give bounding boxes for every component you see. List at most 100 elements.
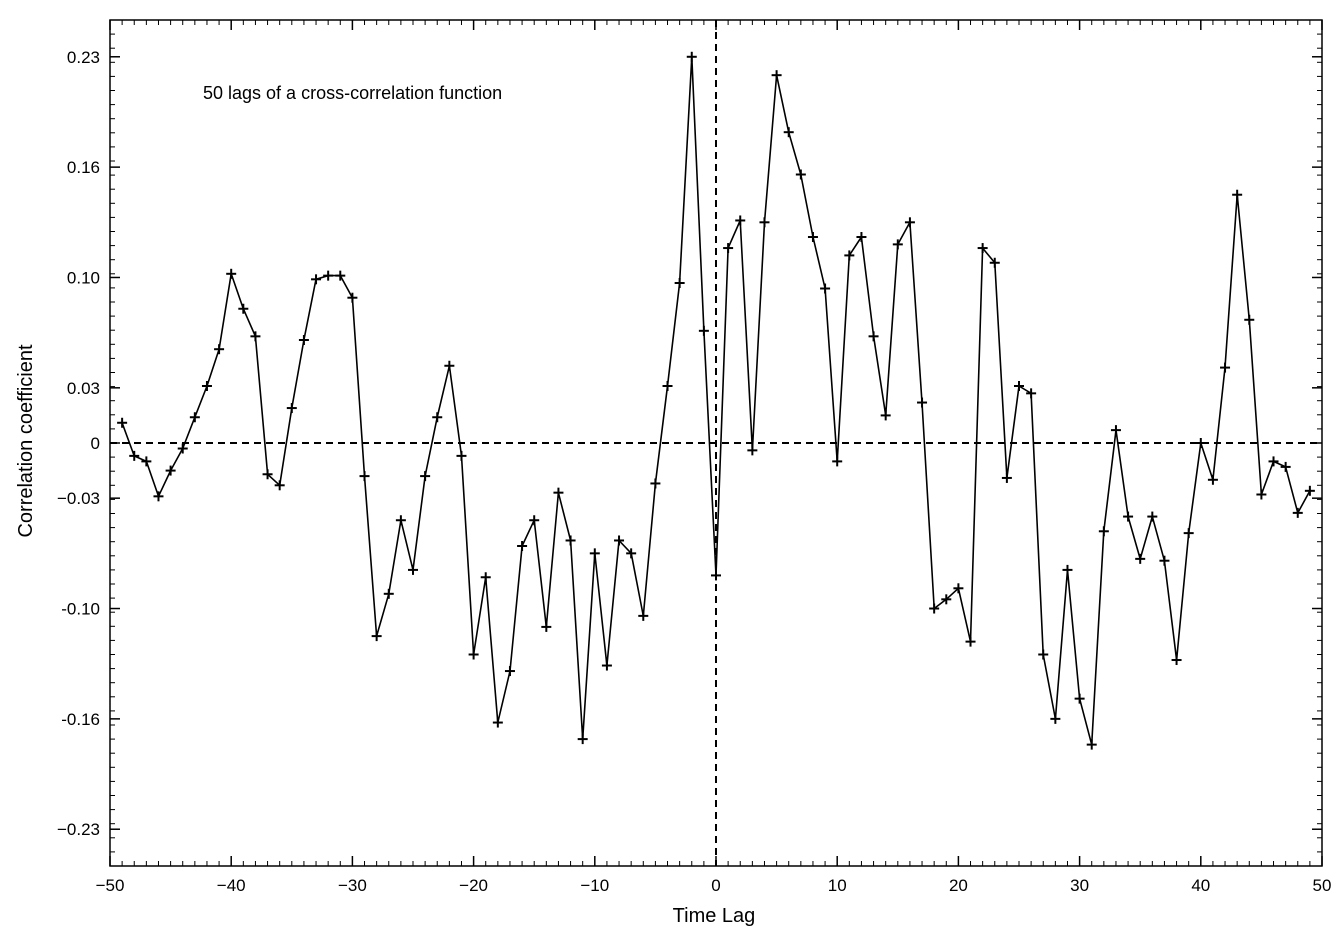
x-tick-label: −20 [459,876,488,895]
data-point [650,478,661,489]
data-point [820,283,831,294]
x-tick-label: −30 [338,876,367,895]
y-tick-label: −0.03 [57,489,100,508]
data-point [529,515,540,526]
data-point [1268,456,1279,467]
data-point [614,535,625,546]
data-point [747,445,758,456]
data-point [1292,507,1303,518]
data-point [541,621,552,632]
x-tick-label: 10 [828,876,847,895]
data-point [1171,655,1182,666]
data-point [989,257,1000,268]
data-point [965,636,976,647]
data-point [941,594,952,605]
data-point [359,471,370,482]
data-point [1280,461,1291,472]
data-point [286,403,297,414]
data-point [783,127,794,138]
data-point [844,250,855,261]
x-tick-label: 30 [1070,876,1089,895]
data-point [1038,649,1049,660]
data-point [917,397,928,408]
x-axis-ticks: −50 −40 −30 −20 −10 0 10 20 30 40 50 [96,20,1332,895]
data-point [189,412,200,423]
data-point [432,412,443,423]
data-point [1232,189,1243,200]
data-point [1086,739,1097,750]
data-point [480,572,491,583]
x-tick-label: 20 [949,876,968,895]
series-line [121,55,1311,746]
data-point [1207,474,1218,485]
data-point [1304,485,1315,496]
data-point [1123,511,1134,522]
data-point [298,335,309,346]
data-point [904,217,915,228]
data-point [1001,472,1012,483]
data-point [832,456,843,467]
data-point [1110,425,1121,436]
x-tick-label: 0 [711,876,720,895]
data-point [686,51,697,62]
data-point [711,570,721,581]
data-point [311,274,322,285]
data-point [953,583,964,594]
data-point [1244,314,1255,325]
data-point [674,277,685,288]
x-tick-label: −50 [96,876,125,895]
y-axis-ticks: 0.23 0.16 0.10 0.03 0 −0.03 -0.10 -0.16 −0.23 [57,19,1322,867]
x-tick-label: −40 [217,876,246,895]
data-point [723,243,734,254]
data-point [1195,438,1206,448]
data-point [335,270,346,281]
y-tick-label: 0.16 [67,158,100,177]
data-point [274,480,285,491]
data-point [795,169,806,180]
data-point [626,548,637,559]
data-point [250,331,261,342]
data-point [214,344,225,355]
data-point [977,243,988,254]
x-axis-title: Time Lag [673,905,756,927]
y-axis-title: Correlation coefficient [15,344,37,538]
data-point [892,239,903,250]
data-point [565,535,576,546]
data-point [1014,380,1024,391]
data-point [929,603,940,614]
data-point [868,331,879,342]
data-point [589,548,600,559]
data-point [662,380,673,391]
y-tick-label: -0.10 [61,600,100,619]
data-point [371,631,382,642]
data-point [238,303,249,314]
data-point [1026,388,1037,399]
data-point [1050,713,1061,724]
reference-lines [110,20,1322,866]
data-point [807,232,818,243]
data-point [856,232,867,243]
data-point [129,450,140,461]
data-point [408,564,418,575]
y-tick-label: 0.03 [67,379,100,398]
data-point [735,215,746,226]
data-point [468,649,479,660]
data-point [880,410,891,421]
data-point [1098,526,1109,537]
data-point [1147,511,1158,522]
data-point [1062,564,1073,575]
data-point [201,380,212,391]
y-tick-label: -0.16 [61,710,100,729]
data-point [117,417,128,428]
series-layer [117,51,1315,750]
data-point [638,610,649,621]
data-point [323,270,334,281]
y-tick-label: 0 [91,434,100,453]
data-point [771,70,782,81]
data-point [517,540,528,551]
x-tick-label: 50 [1313,876,1332,895]
data-point [759,217,770,228]
data-point [347,292,358,303]
data-point [456,450,467,461]
